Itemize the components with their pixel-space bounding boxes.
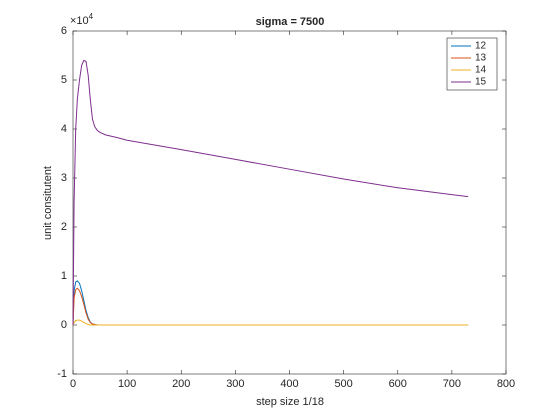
y-tick-label: 1 [61,270,67,282]
chart-title: sigma = 7500 [256,16,325,28]
y-tick-label: 0 [61,319,67,331]
series-line [72,59,469,326]
series-line [72,319,469,326]
x-tick-label: 200 [172,378,190,390]
x-axis-label: step size 1/18 [256,396,324,408]
x-tick-label: 100 [118,378,136,390]
y-exponent: ×104 [70,12,94,27]
x-tick-label: 300 [226,378,244,390]
x-tick-label: 600 [389,378,407,390]
y-tick-label: 3 [61,172,67,184]
plot-area [72,30,507,375]
y-tick-label: 5 [61,74,67,86]
legend-label: 14 [475,65,487,76]
y-tick-label: 4 [61,123,67,135]
y-tick-label: -1 [57,368,67,380]
y-exponent-power: 4 [89,12,94,21]
y-axis-label: unit consitutent [42,166,54,240]
y-tick-label: 2 [61,221,67,233]
y-exponent-base: ×10 [70,15,89,27]
x-tick-label: 400 [280,378,298,390]
x-tick-label: 500 [334,378,352,390]
legend-box [446,37,498,91]
x-tick-label: 0 [70,378,76,390]
x-tick-label: 800 [497,378,515,390]
y-tick-label: 6 [61,25,67,37]
x-tick-label: 700 [443,378,461,390]
legend-label: 15 [475,77,487,88]
legend-label: 12 [475,41,487,52]
legend-label: 13 [475,53,487,64]
